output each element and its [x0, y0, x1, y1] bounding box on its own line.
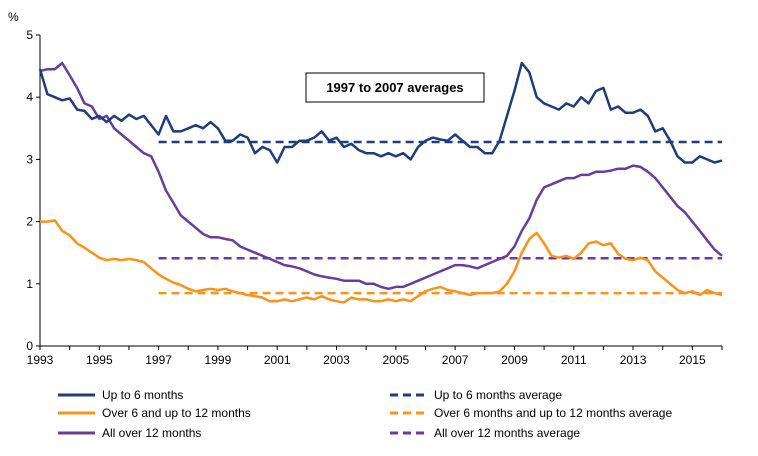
x-tick-label: 2009 — [501, 353, 528, 367]
plot-area — [38, 61, 723, 304]
series-line-2 — [39, 61, 723, 291]
x-tick-label: 1993 — [27, 353, 54, 367]
x-tick-label: 2013 — [620, 353, 647, 367]
x-axis: 1993 1995 1997 1999 2001 2003 2005 2007 2009 2011… — [27, 345, 723, 367]
legend-label: Over 6 months and up to 12 months averag… — [434, 406, 672, 420]
x-tick-label: 1999 — [205, 353, 232, 367]
series-line-1 — [40, 219, 723, 304]
series-line-0 — [38, 61, 723, 164]
legend-label: Up to 6 months average — [434, 388, 562, 402]
x-tick-label: 2003 — [323, 353, 350, 367]
x-tick-label: 2007 — [442, 353, 469, 367]
x-tick-label: 2011 — [561, 353, 587, 367]
y-tick-label: 4 — [26, 90, 33, 104]
annotation-frame — [305, 72, 485, 103]
annotation-box: 1997 to 2007 averages — [305, 72, 485, 103]
y-tick-label: 2 — [26, 215, 33, 229]
legend-label: All over 12 months average — [434, 426, 580, 440]
x-tick-label: 1995 — [86, 353, 113, 367]
x-tick-label: 1997 — [145, 353, 172, 367]
x-tick-label: 2001 — [264, 353, 291, 367]
y-tick-label: 1 — [26, 277, 33, 291]
legend-label: Over 6 and up to 12 months — [102, 406, 251, 420]
y-tick-label: 0 — [26, 339, 33, 353]
annotation-text: 1997 to 2007 averages — [326, 80, 463, 95]
legend-label: All over 12 months — [102, 426, 201, 440]
y-tick-label: 5 — [26, 28, 33, 42]
y-tick-label: 3 — [26, 152, 33, 166]
y-axis: 0 1 2 3 4 5 — [26, 28, 41, 353]
legend: Up to 6 months Over 6 and up to 12 months… — [58, 388, 672, 440]
legend-label: Up to 6 months — [102, 388, 183, 402]
x-tick-label: 2015 — [679, 353, 706, 367]
y-axis-label: % — [8, 10, 19, 24]
x-tick-label: 2005 — [382, 353, 409, 367]
